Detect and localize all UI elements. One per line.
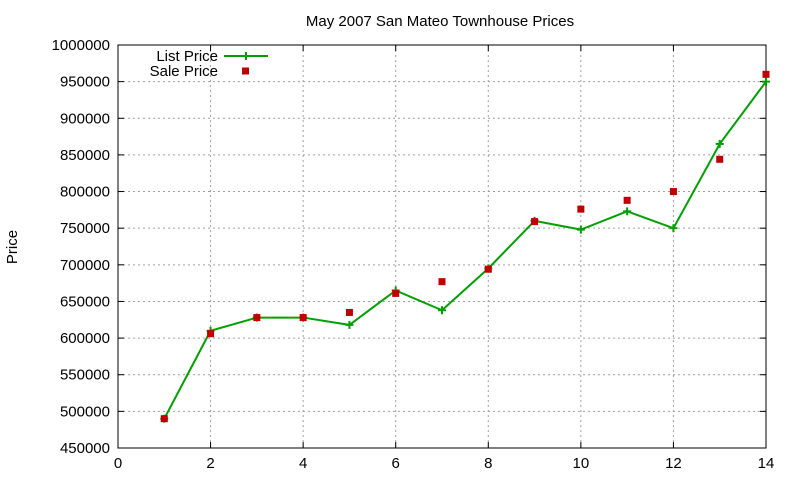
chart-title: May 2007 San Mateo Townhouse Prices bbox=[306, 13, 574, 30]
list-price-point bbox=[438, 306, 446, 315]
y-tick-label: 800000 bbox=[60, 184, 110, 201]
y-tick-label: 500000 bbox=[60, 403, 110, 420]
list-price-point bbox=[623, 207, 632, 216]
legend-label-list-price: List Price bbox=[156, 48, 218, 65]
sale-price-point bbox=[207, 330, 215, 338]
legend-label-sale-price: Sale Price bbox=[150, 63, 218, 80]
y-tick-label: 700000 bbox=[60, 257, 110, 274]
legend: List Price Sale Price bbox=[150, 48, 268, 80]
list-price-point bbox=[715, 139, 724, 148]
list-price-line bbox=[163, 81, 767, 420]
grid bbox=[118, 45, 766, 448]
sale-price-point bbox=[253, 314, 261, 322]
y-tick-label: 450000 bbox=[60, 440, 110, 457]
sale-price-point bbox=[484, 265, 492, 273]
sale-price-point bbox=[299, 314, 307, 322]
list-price-point bbox=[576, 225, 585, 234]
x-tick-label: 8 bbox=[484, 455, 492, 472]
x-tick-label: 12 bbox=[665, 455, 682, 472]
y-tick-label: 550000 bbox=[60, 367, 110, 384]
sale-price-point bbox=[345, 308, 353, 316]
y-tick-label: 750000 bbox=[60, 220, 110, 237]
sale-price-point bbox=[160, 415, 168, 423]
series-layer bbox=[160, 70, 770, 423]
sale-price-point bbox=[716, 155, 724, 163]
sale-price-point bbox=[438, 278, 446, 286]
list-price-point bbox=[669, 224, 678, 233]
x-tick-label: 10 bbox=[573, 455, 590, 472]
y-tick-label: 600000 bbox=[60, 330, 110, 347]
legend-marker-list-price bbox=[242, 52, 250, 60]
y-tick-label: 1000000 bbox=[52, 37, 110, 54]
x-tick-label: 2 bbox=[206, 455, 214, 472]
y-tick-label: 900000 bbox=[60, 110, 110, 127]
plot-frame bbox=[117, 44, 767, 449]
list-price-point bbox=[345, 320, 354, 329]
x-tick-label: 6 bbox=[392, 455, 400, 472]
sale-price-point bbox=[669, 188, 677, 196]
list-price-point bbox=[762, 77, 770, 86]
tick-labels: 0 2 4 6 8 10 12 14 450000 500000 550000 600000 65000… bbox=[52, 37, 775, 472]
x-tick-label: 4 bbox=[299, 455, 307, 472]
sale-price-point bbox=[577, 205, 585, 213]
y-tick-label: 950000 bbox=[60, 74, 110, 91]
sale-price-point bbox=[392, 289, 400, 297]
sale-price-point bbox=[623, 196, 631, 204]
legend-marker-sale-price bbox=[242, 67, 249, 75]
x-tick-label: 14 bbox=[758, 455, 775, 472]
y-tick-label: 650000 bbox=[60, 293, 110, 310]
sale-price-point bbox=[762, 70, 770, 78]
x-tick-label: 0 bbox=[114, 455, 122, 472]
sale-price-point bbox=[531, 218, 539, 226]
y-axis-label: Price bbox=[4, 230, 21, 264]
y-tick-label: 850000 bbox=[60, 147, 110, 164]
